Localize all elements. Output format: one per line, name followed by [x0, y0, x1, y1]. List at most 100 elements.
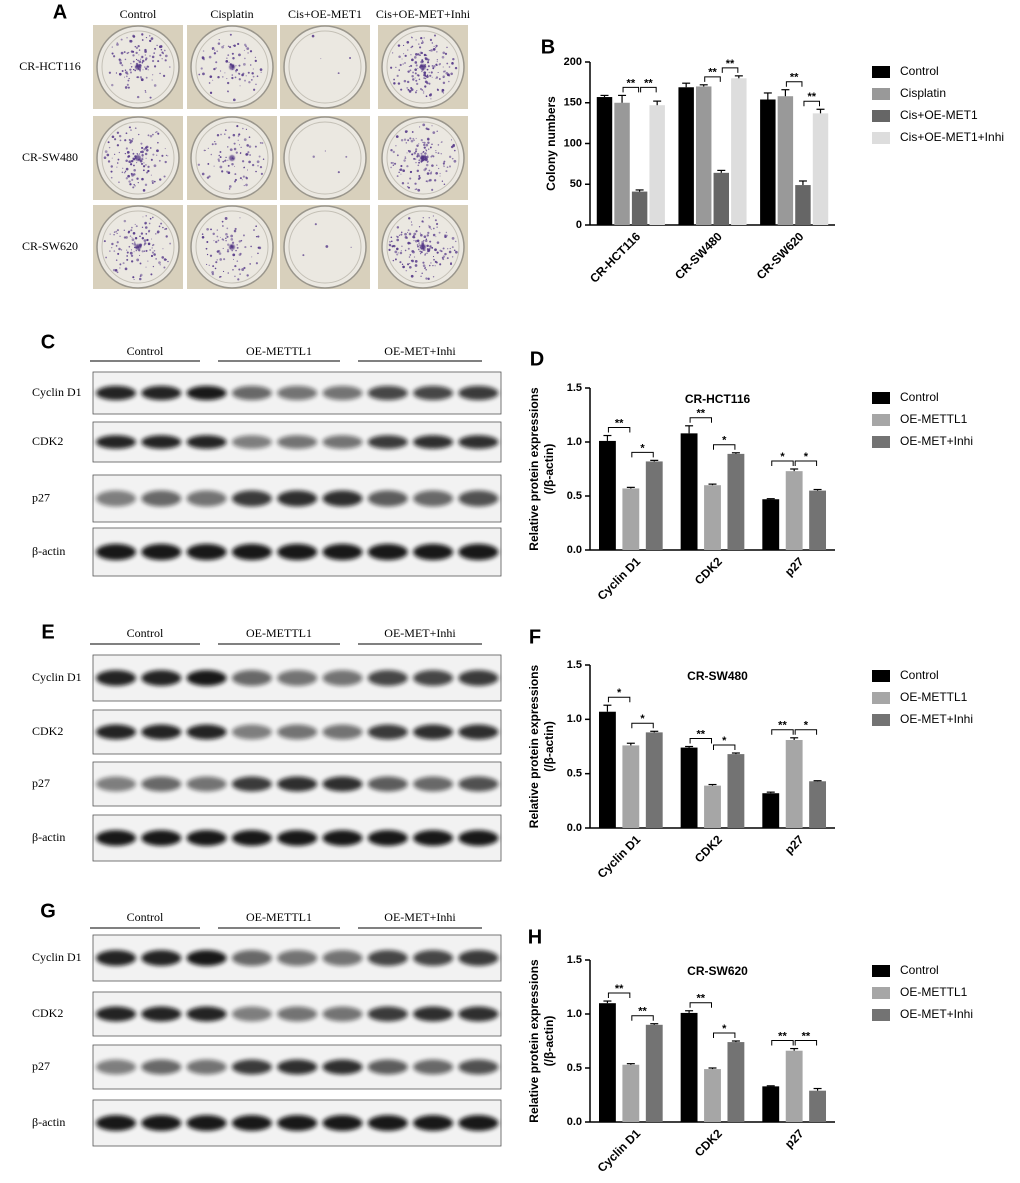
colony	[125, 71, 128, 74]
colony	[132, 138, 134, 140]
colony	[241, 160, 245, 163]
colony-plate	[93, 205, 183, 289]
colony	[414, 182, 417, 185]
colony	[426, 180, 429, 183]
colony	[407, 231, 409, 233]
colony	[145, 164, 147, 166]
row-label: β-actin	[32, 544, 65, 558]
colony	[405, 142, 407, 144]
colony	[455, 240, 457, 243]
colony	[413, 56, 417, 59]
band	[277, 776, 318, 792]
band	[367, 1115, 408, 1131]
colony	[226, 77, 228, 80]
colony	[231, 52, 234, 55]
colony	[407, 229, 410, 232]
y-tick-label: 1.5	[567, 382, 582, 394]
y-tick-label: 50	[570, 178, 582, 190]
colony	[138, 60, 142, 64]
colony	[407, 241, 411, 245]
colony	[262, 158, 265, 160]
colony	[423, 53, 427, 57]
colony	[228, 188, 231, 190]
row-label: CDK2	[32, 1006, 63, 1020]
colony	[406, 86, 409, 89]
colony	[412, 236, 414, 238]
colony	[143, 239, 147, 242]
colony	[451, 256, 454, 258]
bar	[704, 1069, 721, 1122]
colony	[410, 221, 412, 223]
colony	[161, 51, 164, 54]
colony	[426, 172, 430, 175]
colony	[153, 84, 157, 87]
colony	[428, 82, 431, 85]
colony	[230, 234, 234, 238]
bracket	[771, 1040, 794, 1046]
legend-label: Control	[900, 64, 939, 78]
significance-label: *	[722, 1023, 727, 1035]
row-label: p27	[32, 1059, 50, 1073]
colony	[446, 46, 448, 49]
colony	[105, 256, 107, 259]
colony	[418, 226, 421, 228]
colony	[127, 174, 130, 178]
colony	[217, 75, 220, 79]
band	[277, 670, 318, 686]
blot-strip	[92, 709, 502, 755]
colony	[250, 78, 253, 81]
colony	[436, 59, 439, 61]
colony	[140, 58, 142, 60]
bracket	[607, 992, 631, 999]
significance-label: **	[644, 77, 653, 89]
colony	[417, 188, 421, 192]
band	[186, 776, 227, 792]
colony	[111, 242, 114, 246]
colony	[147, 260, 149, 262]
colony	[435, 171, 439, 175]
colony	[153, 52, 155, 54]
colony	[421, 59, 424, 62]
colony	[414, 91, 417, 94]
colony	[153, 253, 156, 256]
row-label: β-actin	[32, 1115, 65, 1129]
colony	[242, 127, 244, 130]
colony	[228, 61, 230, 64]
colony-cluster	[135, 64, 141, 70]
colony	[212, 265, 215, 268]
colony	[234, 227, 237, 231]
colony	[417, 53, 420, 56]
colony	[233, 165, 236, 167]
colony	[419, 232, 421, 234]
colony	[225, 59, 229, 63]
colony	[253, 229, 255, 231]
colony	[420, 161, 423, 163]
colony	[129, 251, 133, 255]
colony	[414, 264, 418, 267]
colony	[437, 144, 440, 146]
colony	[436, 164, 438, 166]
colony	[222, 160, 225, 163]
colony	[119, 139, 122, 142]
colony-cluster	[420, 155, 426, 161]
colony	[423, 77, 425, 79]
colony	[395, 145, 397, 147]
band	[186, 1059, 227, 1075]
colony	[442, 66, 444, 68]
colony	[162, 226, 164, 229]
colony	[130, 254, 134, 257]
colony	[153, 65, 157, 68]
colony	[234, 275, 236, 278]
colony	[113, 231, 116, 233]
colony	[149, 217, 152, 220]
colony	[404, 249, 407, 252]
colony	[217, 159, 221, 163]
colony	[395, 135, 399, 138]
colony	[207, 163, 210, 165]
colony	[145, 266, 147, 268]
colony	[420, 233, 423, 237]
colony	[259, 142, 262, 144]
colony	[146, 238, 149, 242]
colony	[223, 45, 225, 47]
band	[367, 490, 408, 507]
